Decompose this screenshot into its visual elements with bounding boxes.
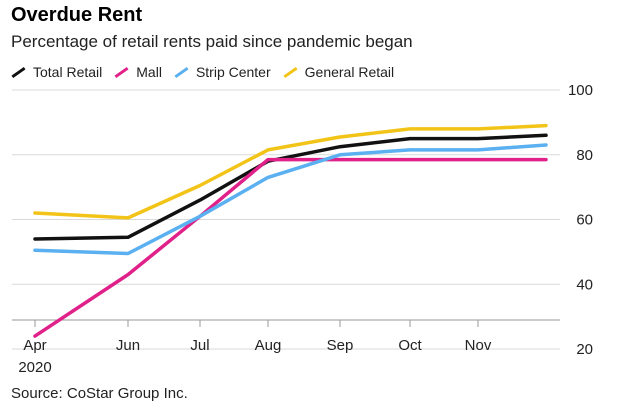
x-tick-label-jul: Jul [190, 337, 209, 354]
legend-item-strip-center: Strip Center [174, 64, 271, 80]
x-tick-label-oct: Oct [398, 337, 422, 354]
chart-title: Overdue Rent [11, 4, 143, 26]
legend-item-mall: Mall [114, 64, 162, 80]
legend: Total Retail Mall Strip Center General R… [11, 64, 394, 80]
x-tick-label-aug: Aug [255, 337, 282, 354]
y-tick-label-20: 20 [576, 341, 593, 358]
source-note: Source: CoStar Group Inc. [11, 385, 188, 402]
line-chart: 20 40 60 80 100 Apr Jun Jul Aug Sep Oct Nov 2020 [12, 82, 593, 376]
x-tick-label-sep: Sep [327, 337, 354, 354]
x-tick-label-apr: Apr [23, 337, 46, 354]
y-tick-label-80: 80 [576, 147, 593, 164]
legend-label-strip-center: Strip Center [195, 64, 271, 80]
x-year-label: 2020 [18, 359, 51, 376]
y-tick-label-100: 100 [568, 82, 593, 99]
legend-item-general-retail: General Retail [283, 64, 395, 80]
y-tick-label-60: 60 [576, 212, 593, 229]
legend-label-total-retail: Total Retail [33, 64, 103, 80]
y-tick-label-40: 40 [576, 276, 593, 293]
series-line-total-retail [33, 133, 548, 241]
x-tick-label-nov: Nov [465, 337, 492, 354]
legend-item-total-retail: Total Retail [11, 64, 102, 80]
series-line-strip-center [33, 143, 548, 256]
series-line-mall [33, 157, 548, 338]
legend-label-general-retail: General Retail [304, 64, 395, 80]
chart-subtitle: Percentage of retail rents paid since pa… [11, 32, 413, 51]
series-line-general-retail [33, 123, 548, 220]
legend-label-mall: Mall [136, 64, 162, 80]
x-tick-label-jun: Jun [116, 337, 140, 354]
